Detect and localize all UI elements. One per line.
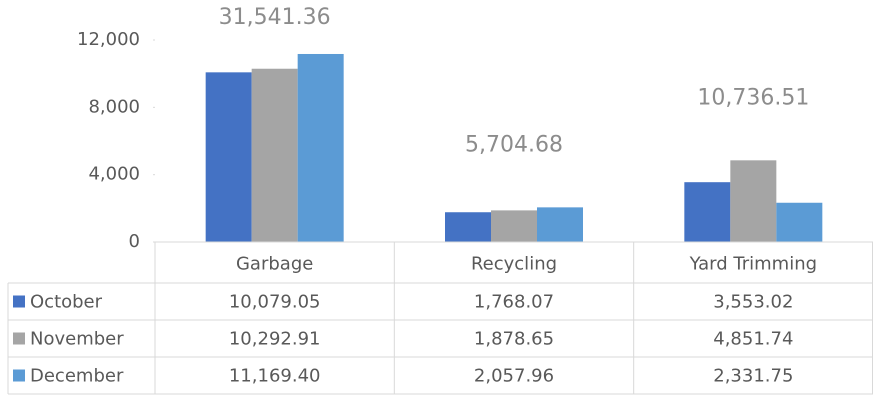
table-value: 4,851.74	[713, 329, 793, 350]
y-tick-label: 0	[129, 231, 140, 252]
table-value: 1,878.65	[474, 329, 554, 350]
legend-label: December	[30, 366, 124, 387]
table-value: 2,057.96	[474, 366, 554, 387]
table-value: 11,169.40	[229, 366, 321, 387]
legend-label: October	[30, 292, 103, 313]
bar	[776, 202, 823, 242]
bar	[684, 182, 731, 242]
legend-swatch	[13, 369, 25, 382]
y-tick-label: 8,000	[88, 96, 140, 117]
bar	[537, 207, 583, 242]
table-value: 1,768.07	[474, 292, 554, 313]
y-tick-label: 4,000	[88, 164, 140, 185]
bar	[251, 68, 298, 242]
legend-label: November	[30, 329, 124, 350]
bar	[445, 212, 491, 242]
table-value: 2,331.75	[713, 366, 793, 387]
x-tick-label: Yard Trimming	[689, 254, 817, 275]
x-tick-label: Garbage	[236, 254, 313, 275]
table-value: 10,292.91	[229, 329, 321, 350]
total-label: 31,541.36	[219, 5, 331, 30]
bar	[205, 72, 252, 242]
y-tick-label: 12,000	[77, 29, 140, 50]
bar	[730, 160, 777, 242]
legend-swatch	[13, 295, 25, 308]
x-tick-label: Recycling	[471, 254, 557, 275]
bar	[491, 210, 537, 242]
legend-swatch	[13, 332, 25, 345]
total-label: 10,736.51	[697, 85, 809, 110]
table-value: 10,079.05	[229, 292, 321, 313]
bar	[297, 53, 344, 242]
total-label: 5,704.68	[465, 132, 563, 157]
table-value: 3,553.02	[713, 292, 793, 313]
